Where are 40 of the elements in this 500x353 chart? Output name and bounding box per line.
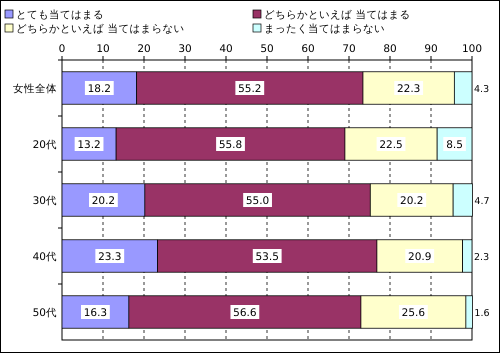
- data-label: 1.6: [474, 308, 490, 319]
- data-label: 4.3: [474, 84, 490, 95]
- y-tick-label: 20代: [32, 139, 57, 151]
- data-label: 55.2: [238, 83, 262, 95]
- y-tick-label: 女性全体: [13, 83, 57, 95]
- x-tick-label: 0: [58, 43, 66, 55]
- legend-label: まったく当てはまらない: [264, 23, 385, 35]
- data-label: 20.9: [408, 251, 432, 263]
- data-label: 22.5: [379, 139, 403, 151]
- x-tick-label: 60: [301, 43, 315, 55]
- y-tick-label: 30代: [32, 195, 57, 207]
- data-label: 20.2: [92, 195, 116, 207]
- data-label: 22.3: [396, 83, 420, 95]
- x-tick-label: 30: [178, 43, 192, 55]
- data-label: 23.3: [98, 251, 122, 263]
- y-tick-label: 40代: [32, 251, 57, 263]
- data-label: 16.3: [84, 307, 108, 319]
- x-tick-label: 40: [219, 43, 233, 55]
- data-label: 25.6: [402, 307, 426, 319]
- x-tick-label: 80: [383, 43, 397, 55]
- x-tick-label: 10: [96, 43, 110, 55]
- x-tick-label: 70: [342, 43, 356, 55]
- legend-label: どちらかといえば 当てはまらない: [16, 23, 184, 35]
- data-label: 4.7: [474, 196, 490, 207]
- x-tick-label: 100: [462, 43, 482, 55]
- legend-label: とても当てはまる: [16, 9, 104, 21]
- y-tick-label: 50代: [32, 307, 57, 319]
- data-label: 56.6: [233, 307, 257, 319]
- data-label: 53.5: [256, 251, 279, 263]
- legend-label: どちらかといえば 当てはまる: [264, 9, 410, 21]
- x-tick-label: 50: [260, 43, 274, 55]
- data-label: 18.2: [88, 83, 112, 95]
- data-label: 8.5: [446, 139, 463, 151]
- data-label: 2.3: [474, 252, 490, 263]
- x-tick-label: 20: [137, 43, 151, 55]
- data-label: 20.2: [400, 195, 424, 207]
- data-label: 55.8: [218, 139, 242, 151]
- data-label: 55.0: [246, 195, 270, 207]
- data-label: 13.2: [77, 139, 101, 151]
- x-tick-label: 90: [424, 43, 438, 55]
